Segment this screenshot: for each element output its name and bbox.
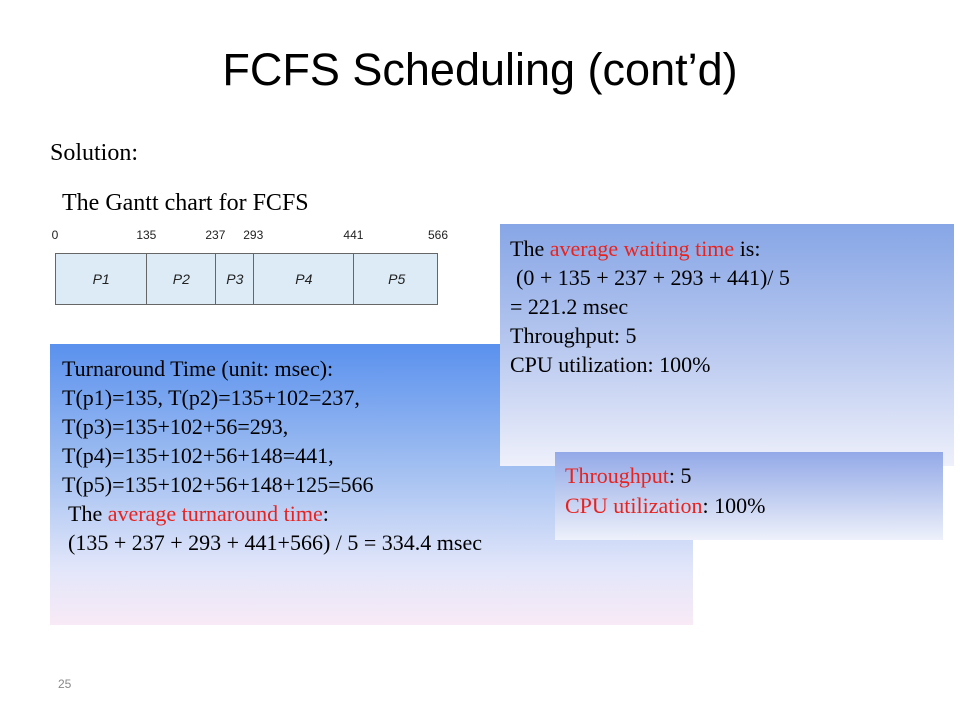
gantt-segment-p4: P4 bbox=[254, 254, 355, 304]
average-waiting-highlight: average waiting time bbox=[549, 236, 735, 261]
turnaround-heading: Turnaround Time (unit: msec): bbox=[62, 356, 334, 381]
turnaround-line: T(p5)=135+102+56+148+125=566 bbox=[62, 472, 374, 497]
waiting-box-throughput: Throughput: 5 bbox=[510, 323, 637, 348]
gantt-chart: 0 135 237 293 441 566 P1 P2 P3 P4 P5 bbox=[50, 228, 460, 308]
throughput-box: Throughput: 5 CPU utilization: 100% bbox=[555, 452, 943, 540]
throughput-line: Throughput: 5 bbox=[565, 461, 933, 491]
slide-number: 25 bbox=[58, 677, 72, 691]
gantt-tick: 0 bbox=[51, 228, 59, 242]
throughput-value: : 5 bbox=[668, 463, 692, 488]
cpu-utilization-line: CPU utilization: 100% bbox=[565, 491, 933, 521]
solution-label: Solution: bbox=[50, 140, 139, 166]
gantt-tick: 566 bbox=[427, 228, 449, 242]
gantt-segment-p2: P2 bbox=[147, 254, 217, 304]
average-turnaround-suffix: : bbox=[322, 501, 329, 526]
average-waiting-prefix: The bbox=[510, 236, 550, 261]
gantt-bar: P1 P2 P3 P4 P5 bbox=[55, 253, 438, 305]
average-waiting-formula: (0 + 135 + 237 + 293 + 441)/ 5 bbox=[516, 265, 790, 290]
average-waiting-line: The average waiting time is: bbox=[510, 234, 944, 263]
gantt-tick: 135 bbox=[136, 228, 157, 242]
average-turnaround-formula: (135 + 237 + 293 + 441+566) / 5 = 334.4 … bbox=[68, 530, 483, 555]
gantt-segment-p1: P1 bbox=[56, 254, 148, 304]
slide-title: FCFS Scheduling (cont’d) bbox=[222, 44, 738, 95]
gantt-tick: 293 bbox=[243, 228, 264, 242]
average-turnaround-line: The average turnaround time: bbox=[62, 499, 681, 528]
throughput-label: Throughput bbox=[565, 463, 669, 488]
gantt-caption: The Gantt chart for FCFS bbox=[62, 190, 309, 216]
gantt-segment-p5: P5 bbox=[388, 271, 406, 287]
average-turnaround-highlight: average turnaround time bbox=[107, 501, 323, 526]
cpu-utilization-label: CPU utilization bbox=[565, 493, 703, 518]
gantt-tick: 237 bbox=[205, 228, 226, 242]
average-waiting-suffix: is: bbox=[734, 236, 761, 261]
average-turnaround-prefix: The bbox=[68, 501, 108, 526]
turnaround-line: T(p1)=135, T(p2)=135+102=237, bbox=[62, 385, 360, 410]
waiting-time-box: The average waiting time is: (0 + 135 + … bbox=[500, 224, 954, 466]
gantt-tick: 441 bbox=[343, 228, 364, 242]
gantt-segment-p3: P3 bbox=[216, 254, 255, 304]
average-waiting-result: = 221.2 msec bbox=[510, 294, 629, 319]
turnaround-line: T(p3)=135+102+56=293, bbox=[62, 414, 289, 439]
turnaround-line: T(p4)=135+102+56+148=441, bbox=[62, 443, 334, 468]
cpu-utilization-value: : 100% bbox=[702, 493, 766, 518]
waiting-box-cpu-utilization: CPU utilization: 100% bbox=[510, 352, 711, 377]
